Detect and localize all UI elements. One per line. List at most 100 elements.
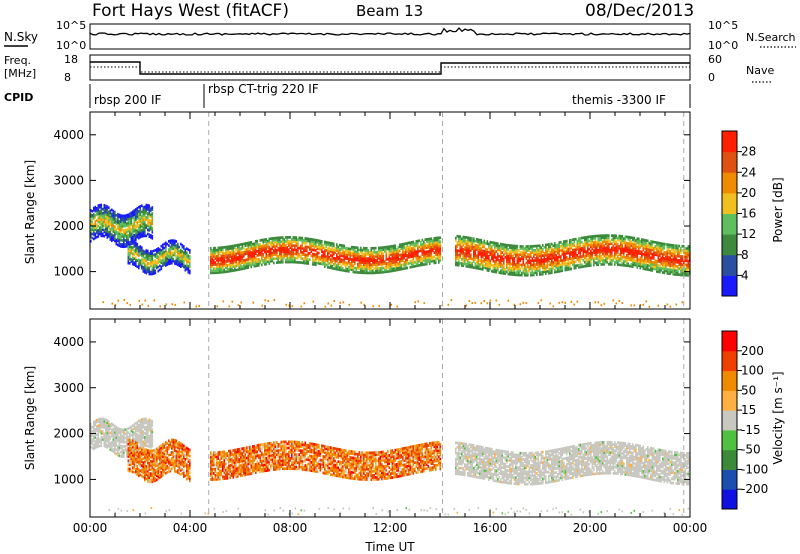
scatter-cell xyxy=(459,239,462,243)
scatter-cell xyxy=(103,432,106,436)
scatter-cell xyxy=(614,242,616,246)
scatter-cell xyxy=(258,243,260,247)
scatter-cell xyxy=(100,222,103,225)
scatter-cell xyxy=(656,247,658,251)
scatter-cell xyxy=(154,265,157,269)
scatter-cell xyxy=(339,258,341,261)
scatter-cell xyxy=(339,243,341,247)
scatter-cell xyxy=(133,253,136,256)
scatter-cell xyxy=(352,246,355,249)
scatter-cell xyxy=(488,259,490,262)
scatter-cell xyxy=(172,243,175,247)
scatter-cell xyxy=(229,267,232,271)
scatter-cell xyxy=(103,212,106,215)
scatter-cell xyxy=(145,249,148,252)
scatter-cell xyxy=(650,266,652,270)
scatter-cell xyxy=(539,271,541,274)
scatter-cell xyxy=(348,265,350,269)
scatter-cell xyxy=(396,248,398,251)
scatter-cell xyxy=(346,269,349,273)
scatter-cell xyxy=(485,266,487,270)
scatter-cell xyxy=(351,251,353,255)
scatter-cell xyxy=(379,254,382,258)
scatter-cell xyxy=(151,214,154,218)
scatter-cell xyxy=(393,267,395,270)
scatter-cell xyxy=(677,273,679,276)
scatter-cell xyxy=(406,254,409,257)
scatter-cell xyxy=(220,264,223,268)
scatter-cell xyxy=(572,256,574,260)
scatter-cell xyxy=(507,266,510,270)
scatter-cell xyxy=(403,246,406,250)
scatter-cell xyxy=(599,261,601,264)
scatter-cell xyxy=(297,244,299,248)
scatter-cell xyxy=(180,263,182,266)
scatter-cell xyxy=(597,234,600,238)
scatter-cell xyxy=(114,428,116,432)
scatter-cell xyxy=(403,242,406,246)
scatter-cell xyxy=(234,246,236,250)
scatter-cell xyxy=(644,255,646,258)
scatter-cell xyxy=(406,266,409,270)
scatter-cell xyxy=(578,247,580,251)
scatter-cell xyxy=(507,248,510,251)
scatter-cell xyxy=(465,242,468,245)
scatter-cell xyxy=(566,258,568,261)
scatter-cell xyxy=(292,256,295,260)
scatter-cell xyxy=(576,247,579,251)
scatter-cell xyxy=(234,266,236,270)
scatter-cell xyxy=(378,271,380,274)
scatter-cell xyxy=(129,251,131,255)
scatter-cell xyxy=(394,266,397,270)
scatter-cell xyxy=(572,250,574,254)
scatter-cell xyxy=(408,251,410,255)
scatter-cell xyxy=(612,238,615,242)
scatter-cell xyxy=(594,243,597,246)
scatter-cell xyxy=(498,303,501,306)
scatter-cell xyxy=(528,247,531,250)
scatter-cell xyxy=(537,254,540,258)
scatter-cell xyxy=(641,250,643,254)
scatter-cell xyxy=(280,252,283,256)
scatter-cell xyxy=(519,257,522,261)
scatter-cell xyxy=(543,254,546,257)
scatter-cell xyxy=(629,250,631,254)
scatter-cell xyxy=(343,244,346,248)
scatter-cell xyxy=(533,263,535,267)
scatter-cell xyxy=(364,263,367,266)
scatter-cell xyxy=(171,257,173,261)
scatter-cell xyxy=(429,239,431,243)
scatter-cell xyxy=(381,250,383,254)
scatter-cell xyxy=(111,445,113,448)
scatter-cell xyxy=(106,427,109,431)
scatter-cell xyxy=(346,261,349,265)
scatter-cell xyxy=(141,204,143,208)
scatter-cell xyxy=(354,258,356,262)
scatter-cell xyxy=(327,261,329,265)
scatter-cell xyxy=(630,250,633,254)
scatter-cell xyxy=(99,230,101,234)
scatter-cell xyxy=(606,252,609,256)
scatter-cell xyxy=(403,256,406,260)
scatter-cell xyxy=(479,248,481,252)
scatter-cell xyxy=(259,253,262,257)
scatter-cell xyxy=(633,263,636,267)
scatter-cell xyxy=(680,265,682,269)
scatter-cell xyxy=(126,238,128,242)
scatter-cell xyxy=(647,251,649,255)
scatter-cell xyxy=(277,236,280,240)
scatter-cell xyxy=(165,247,167,251)
scatter-cell xyxy=(467,244,469,248)
scatter-cell xyxy=(123,220,125,224)
scatter-cell xyxy=(557,247,559,251)
scatter-cell xyxy=(322,252,325,256)
scatter-cell xyxy=(375,255,377,258)
scatter-cell xyxy=(145,259,148,263)
scatter-cell xyxy=(650,248,652,251)
scatter-cell xyxy=(349,266,352,269)
scatter-cell xyxy=(292,238,295,241)
scatter-cell xyxy=(656,261,658,265)
scatter-cell xyxy=(672,266,675,270)
scatter-cell xyxy=(396,264,398,268)
scatter-cell xyxy=(303,253,305,257)
